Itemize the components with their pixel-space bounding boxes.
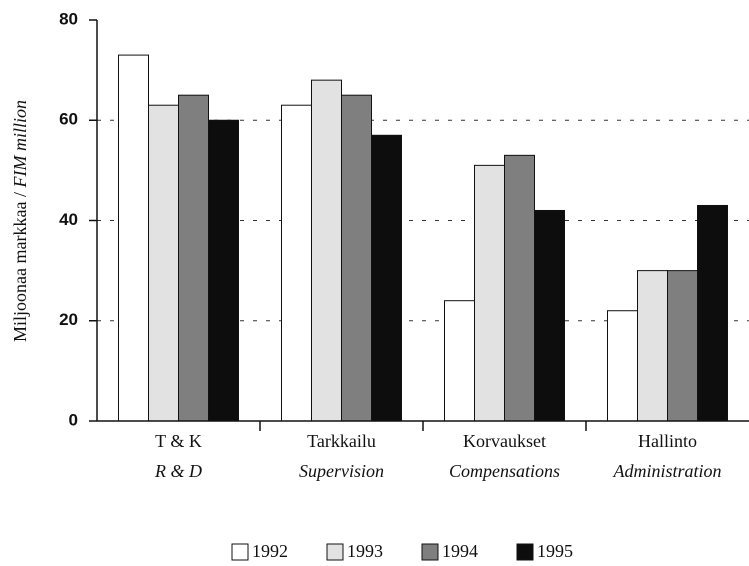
y-tick-label: 0 xyxy=(69,410,78,429)
bar xyxy=(281,104,312,422)
bar xyxy=(534,209,565,422)
bar xyxy=(444,300,475,422)
bar xyxy=(474,164,505,422)
y-tick-label: 80 xyxy=(59,9,78,28)
legend-label: 1992 xyxy=(252,541,288,561)
y-axis-label: Miljoonaa markkaa / FIM million xyxy=(10,100,30,342)
x-tick-label-translation: Compensations xyxy=(449,461,560,481)
bar xyxy=(311,79,342,422)
bar xyxy=(208,119,239,422)
y-label-italic: FIM million xyxy=(10,100,30,189)
bar xyxy=(637,270,668,422)
legend-label: 1993 xyxy=(347,541,383,561)
bar xyxy=(697,204,728,422)
x-tick-label-translation: Administration xyxy=(612,461,721,481)
y-tick-label: 40 xyxy=(59,210,78,229)
x-tick-label: Tarkkailu xyxy=(307,431,376,451)
bar xyxy=(148,104,179,422)
legend-swatch xyxy=(231,543,249,561)
x-tick-label-translation: R & D xyxy=(154,461,202,481)
bar xyxy=(178,94,209,422)
y-tick-label: 60 xyxy=(59,110,78,129)
y-tick-label: 20 xyxy=(59,310,78,329)
bar xyxy=(607,310,638,422)
legend-label: 1994 xyxy=(442,541,478,561)
x-tick-label-translation: Supervision xyxy=(299,461,384,481)
legend-label: 1995 xyxy=(537,541,573,561)
bar xyxy=(371,134,402,422)
y-label-main: Miljoonaa markkaa / xyxy=(10,192,30,342)
legend-swatch xyxy=(326,543,344,561)
bar xyxy=(667,270,698,422)
x-tick-label: Korvaukset xyxy=(463,431,546,451)
legend-swatch xyxy=(516,543,534,561)
bar xyxy=(504,154,535,422)
x-tick-label: Hallinto xyxy=(638,431,697,451)
x-tick-label: T & K xyxy=(155,431,202,451)
bar xyxy=(341,94,372,422)
legend-swatch xyxy=(421,543,439,561)
bar xyxy=(118,54,149,422)
